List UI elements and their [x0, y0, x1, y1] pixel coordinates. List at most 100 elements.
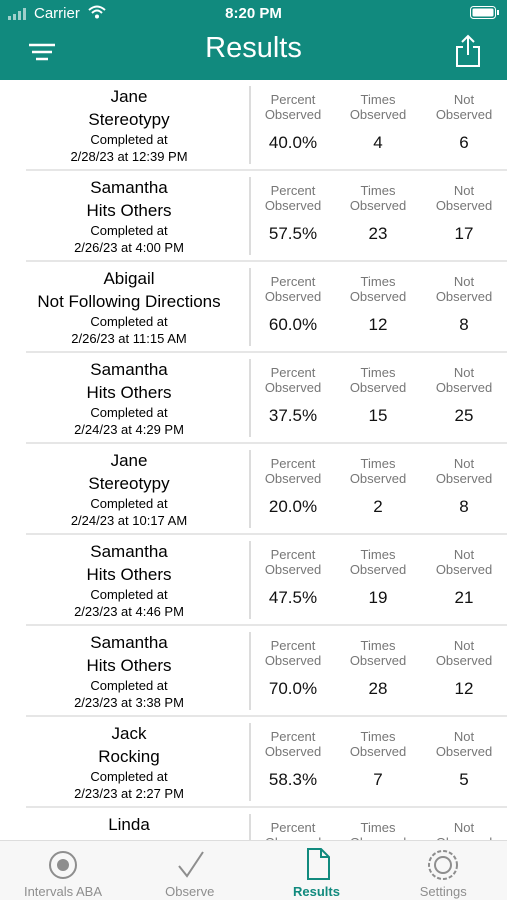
completed-date: 2/26/23 at 11:15 AM — [71, 331, 187, 346]
row-separator — [26, 351, 507, 353]
student-name: Linda — [108, 815, 150, 834]
result-row[interactable]: Jane Stereotypy Completed at 2/28/23 at 12:… — [0, 80, 507, 171]
behavior: Hits Others — [86, 383, 172, 402]
times-label: Times Observed — [349, 92, 407, 122]
intervals-icon — [49, 851, 77, 879]
percent-value: 20.0% — [268, 497, 318, 516]
row-separator — [26, 533, 507, 535]
divider — [249, 359, 251, 437]
percent-label: Percent Observed — [264, 729, 322, 759]
not-value: 5 — [459, 770, 469, 789]
not-value: 6 — [459, 133, 469, 152]
result-row[interactable]: Samantha Hits Others Completed at 2/26/23 a… — [0, 171, 507, 262]
percent-label: Percent Observed — [264, 365, 322, 395]
divider — [249, 177, 251, 255]
result-row[interactable]: Samantha Hits Others Completed at 2/23/23 a… — [0, 535, 507, 626]
times-value: 15 — [368, 406, 388, 425]
tab[interactable]: Results — [293, 884, 340, 899]
result-row[interactable]: Samantha Hits Others Completed at 2/23/23 a… — [0, 626, 507, 717]
completed-label: Completed at — [90, 496, 168, 511]
completed-date: 2/23/23 at 4:46 PM — [74, 604, 184, 619]
share-button[interactable] — [454, 34, 482, 68]
percent-label: Percent Observed — [264, 547, 322, 577]
percent-value: 40.0% — [268, 133, 318, 152]
result-row[interactable]: Samantha Hits Others Completed at 2/24/23 a… — [0, 353, 507, 444]
behavior: Stereotypy — [88, 110, 170, 129]
not-value: 8 — [459, 315, 469, 334]
behavior: Rocking — [98, 747, 160, 766]
times-value: 4 — [373, 133, 383, 152]
student-name: Jane — [110, 87, 148, 106]
percent-value: 37.5% — [268, 406, 318, 425]
divider — [249, 814, 251, 840]
title: Results — [205, 32, 302, 64]
completed-label: Completed at — [90, 132, 168, 147]
not-label: Not Observed — [435, 547, 493, 577]
result-row[interactable]: Abigail Not Following Directions Completed… — [0, 262, 507, 353]
not-label: Not Observed — [436, 820, 492, 840]
behavior: Stereotypy — [88, 474, 170, 493]
completed-label: Completed at — [90, 405, 168, 420]
percent-label: Percent Observed — [264, 456, 322, 486]
wifi-icon — [88, 5, 106, 19]
completed-date: 2/23/23 at 3:38 PM — [74, 695, 184, 710]
completed-label: Completed at — [90, 223, 168, 238]
not-label: Not Observed — [435, 456, 493, 486]
student-name: Samantha — [90, 178, 168, 197]
not-label: Not Observed — [435, 729, 493, 759]
not-value: 17 — [454, 224, 474, 243]
tab[interactable]: Observe — [165, 884, 215, 899]
result-row[interactable]: Jack Rocking Completed at 2/23/23 at 2:27 P… — [0, 717, 507, 808]
completed-date: 2/24/23 at 4:29 PM — [74, 422, 184, 437]
not-value: 8 — [459, 497, 469, 516]
student-name: Samantha — [90, 360, 168, 379]
student-name: Jack — [111, 724, 147, 743]
not-label: Not Observed — [435, 183, 493, 213]
result-row[interactable]: Linda Percent Observed Times Observed Not O… — [0, 808, 507, 840]
student-name: Samantha — [90, 542, 168, 561]
completed-label: Completed at — [90, 587, 168, 602]
battery-icon — [470, 6, 499, 19]
row-separator — [26, 715, 507, 717]
behavior: Hits Others — [86, 201, 172, 220]
divider — [249, 268, 251, 346]
completed-date: 2/26/23 at 4:00 PM — [74, 240, 184, 255]
row-separator — [26, 442, 507, 444]
not-value: 21 — [454, 588, 474, 607]
percent-label: Percent Observed — [265, 820, 321, 840]
not-value: 25 — [454, 406, 474, 425]
result-row[interactable]: Jane Stereotypy Completed at 2/24/23 at 10:… — [0, 444, 507, 535]
behavior: Not Following Directions — [37, 292, 221, 311]
percent-value: 47.5% — [268, 588, 318, 607]
behavior: Hits Others — [86, 565, 172, 584]
completed-date: 2/23/23 at 2:27 PM — [74, 786, 184, 801]
observe-icon — [178, 851, 204, 878]
divider — [249, 86, 251, 164]
not-label: Not Observed — [435, 638, 493, 668]
settings-icon — [428, 850, 458, 880]
carrier: Carrier — [34, 5, 80, 22]
percent-value: 70.0% — [268, 679, 318, 698]
row-separator — [26, 260, 507, 262]
times-value: 19 — [368, 588, 388, 607]
times-label: Times Observed — [349, 183, 407, 213]
completed-label: Completed at — [90, 314, 168, 329]
divider — [249, 632, 251, 710]
percent-label: Percent Observed — [264, 92, 322, 122]
results-icon — [307, 848, 330, 880]
times-label: Times Observed — [349, 456, 407, 486]
times-label: Times Observed — [350, 820, 406, 840]
not-value: 12 — [454, 679, 474, 698]
menu-button[interactable] — [28, 42, 56, 62]
tab[interactable]: Intervals ABA — [23, 884, 103, 899]
not-label: Not Observed — [435, 365, 493, 395]
tab[interactable]: Settings — [419, 884, 467, 899]
times-value: 23 — [368, 224, 388, 243]
times-value: 2 — [373, 497, 383, 516]
tab-bar: Intervals ABA Observe Results Settings — [0, 840, 507, 900]
clock: 8:20 PM — [225, 5, 282, 22]
times-label: Times Observed — [349, 729, 407, 759]
percent-label: Percent Observed — [264, 183, 322, 213]
times-label: Times Observed — [349, 547, 407, 577]
